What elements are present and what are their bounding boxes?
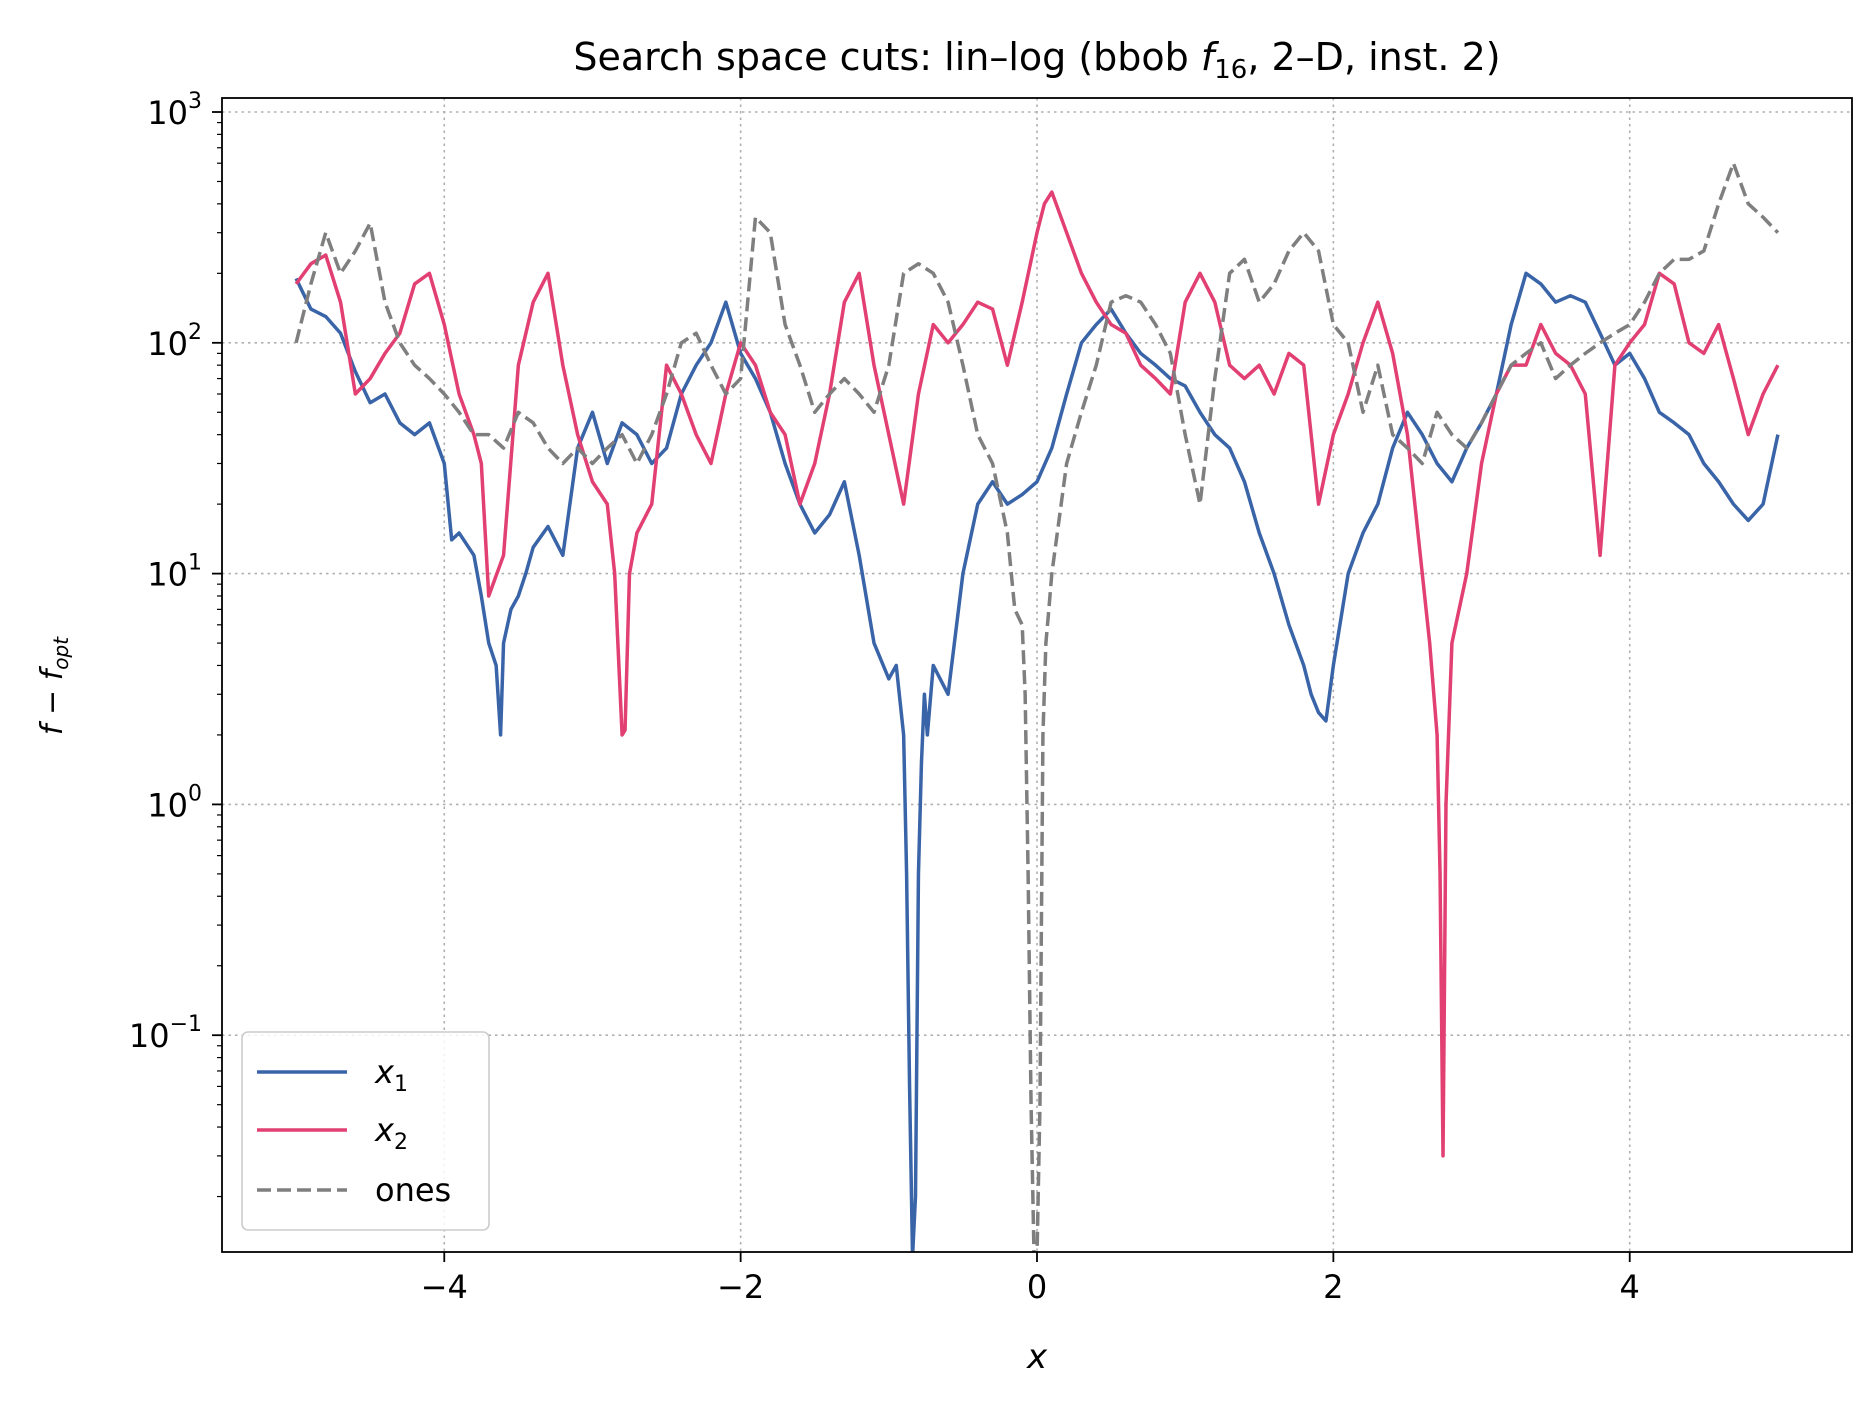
x-tick-label: 0 — [1027, 1268, 1047, 1306]
chart-title: Search space cuts: lin–log (bbob f16, 2–… — [573, 35, 1500, 85]
y-tick-label: 100 — [147, 781, 202, 824]
y-tick-label: 102 — [147, 320, 202, 363]
x-axis-label: x — [1026, 1337, 1048, 1377]
axes-ticks: −4 −2 0 2 4 10−1 100 101 102 103 — [129, 89, 1640, 1306]
x-tick-label: 4 — [1620, 1268, 1640, 1306]
legend-label-ones: ones — [375, 1171, 451, 1209]
legend-box — [241, 1031, 490, 1231]
series-group — [294, 161, 1780, 1252]
x-tick-label: −2 — [717, 1268, 764, 1306]
y-tick-label: 101 — [147, 551, 202, 594]
series-line-ones — [294, 161, 1780, 1252]
x-tick-label: 2 — [1323, 1268, 1343, 1306]
x-tick-label: −4 — [421, 1268, 468, 1306]
legend-label-x1: x1 — [374, 1053, 408, 1097]
y-tick-label: 103 — [147, 89, 202, 132]
legend: x1 x2 ones — [241, 1031, 490, 1231]
y-axis-label: f − fopt — [35, 636, 73, 735]
series-line-x2 — [294, 190, 1780, 1158]
grid — [222, 98, 1852, 1252]
legend-label-x2: x2 — [374, 1111, 408, 1155]
y-tick-label: 10−1 — [129, 1012, 202, 1055]
